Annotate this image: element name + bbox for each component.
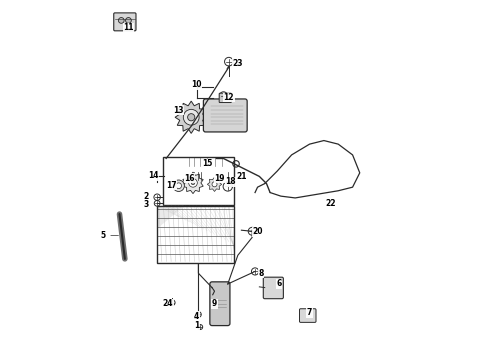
- Circle shape: [189, 179, 197, 187]
- FancyBboxPatch shape: [299, 309, 316, 322]
- Text: 7: 7: [307, 308, 312, 317]
- Text: 13: 13: [173, 105, 184, 114]
- Text: 11: 11: [123, 23, 134, 32]
- Bar: [157, 206, 234, 263]
- Polygon shape: [157, 206, 184, 229]
- Text: 15: 15: [202, 159, 213, 168]
- Circle shape: [188, 114, 195, 121]
- Text: 4: 4: [194, 312, 199, 321]
- Text: 10: 10: [191, 81, 202, 90]
- Text: 20: 20: [252, 228, 263, 237]
- Text: 6: 6: [276, 279, 282, 288]
- Polygon shape: [207, 177, 221, 192]
- Text: 19: 19: [215, 174, 225, 183]
- FancyBboxPatch shape: [219, 93, 231, 103]
- Text: 2: 2: [144, 192, 149, 201]
- Circle shape: [183, 109, 199, 125]
- Polygon shape: [183, 172, 203, 194]
- Text: 21: 21: [236, 172, 246, 181]
- Text: 5: 5: [101, 231, 106, 240]
- FancyBboxPatch shape: [114, 13, 136, 31]
- Text: 1: 1: [194, 321, 199, 330]
- Text: 22: 22: [326, 199, 336, 208]
- Text: 12: 12: [223, 93, 234, 102]
- FancyBboxPatch shape: [263, 277, 283, 299]
- Circle shape: [173, 180, 184, 192]
- Circle shape: [212, 182, 217, 187]
- Text: 3: 3: [144, 199, 149, 208]
- Text: 16: 16: [184, 174, 195, 183]
- Text: 17: 17: [166, 181, 177, 190]
- Polygon shape: [175, 101, 207, 134]
- Text: 23: 23: [233, 59, 243, 68]
- Text: 24: 24: [163, 299, 173, 308]
- Text: 18: 18: [225, 177, 236, 186]
- Text: 8: 8: [258, 269, 264, 278]
- Circle shape: [191, 181, 195, 185]
- Bar: [163, 157, 234, 205]
- FancyBboxPatch shape: [210, 282, 230, 325]
- Circle shape: [176, 183, 181, 189]
- Circle shape: [125, 18, 131, 23]
- Text: 14: 14: [148, 171, 159, 180]
- FancyBboxPatch shape: [203, 99, 247, 132]
- Text: 9: 9: [212, 299, 217, 308]
- Circle shape: [119, 18, 124, 23]
